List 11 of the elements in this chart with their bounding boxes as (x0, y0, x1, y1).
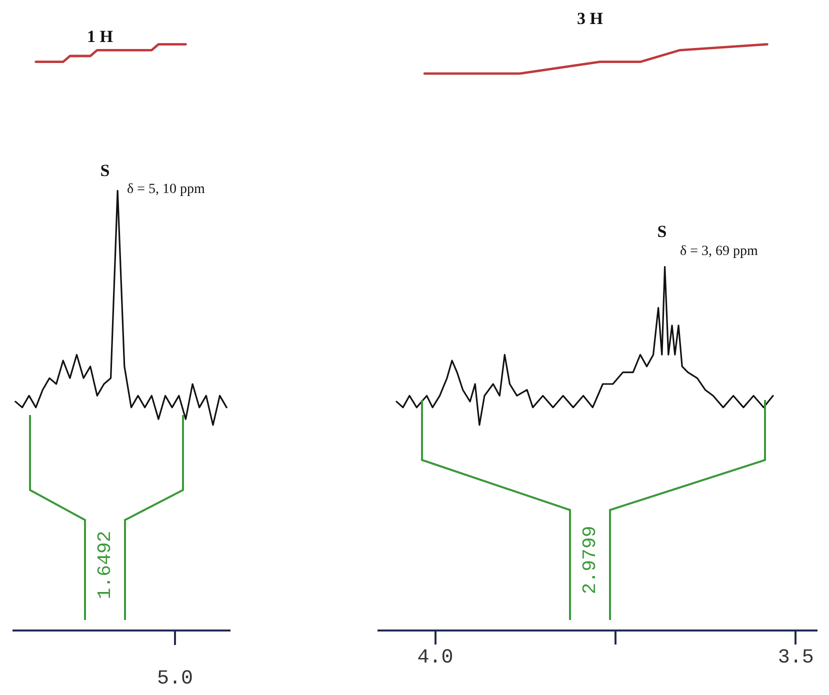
annotation: S (657, 222, 667, 241)
annotation: 2.9799 (579, 526, 602, 594)
annotation: 1.6492 (94, 530, 116, 600)
annotation: 1 H (87, 26, 113, 46)
annotation: S (100, 160, 110, 180)
x-tick-label: 3.5 (778, 646, 814, 670)
annotation: δ = 3, 69 ppm (680, 244, 758, 260)
text: 3 H (577, 8, 603, 28)
annotation: δ = 5, 10 ppm (127, 182, 205, 198)
text: 5.0 (156, 667, 194, 690)
x-tick-label: 4.0 (417, 646, 454, 670)
